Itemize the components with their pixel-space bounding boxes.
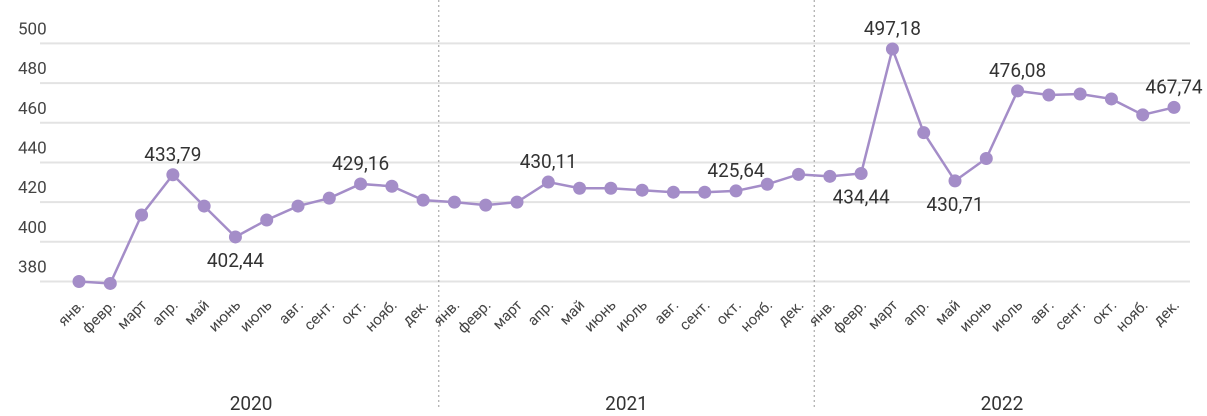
value-label: 425,64 (707, 159, 764, 182)
point (635, 183, 649, 197)
point (760, 177, 774, 191)
point (1042, 88, 1056, 102)
y-tick-label: 400 (18, 218, 47, 238)
point (917, 126, 931, 140)
year-label: 2022 (981, 392, 1024, 415)
value-label: 429,16 (332, 152, 389, 175)
point (573, 181, 587, 195)
point (385, 179, 399, 193)
value-label: 467,74 (1145, 75, 1202, 98)
value-label: 402,44 (207, 249, 264, 272)
x-tick-label: апр. (899, 296, 932, 329)
point (1136, 108, 1150, 122)
y-tick-label: 460 (18, 99, 47, 119)
value-label: 433,79 (144, 143, 201, 166)
point (72, 274, 86, 288)
x-tick-label: июнь (205, 296, 244, 335)
x-tick-label: июль (236, 296, 275, 335)
x-tick-label: июль (987, 296, 1026, 335)
point (166, 168, 180, 182)
year-label: 2020 (230, 392, 273, 415)
point (948, 174, 962, 188)
value-label: 430,71 (926, 193, 983, 216)
x-tick-label: июль (612, 296, 651, 335)
point (729, 184, 743, 198)
x-tick-label: март (489, 296, 526, 333)
point (197, 199, 211, 213)
point (1104, 92, 1118, 106)
y-tick-label: 380 (18, 257, 47, 277)
point (260, 213, 274, 227)
point (228, 230, 242, 244)
point (447, 195, 461, 209)
point (416, 193, 430, 207)
x-tick-label: апр. (148, 296, 181, 329)
x-tick-label: дек. (1150, 296, 1183, 329)
point (1011, 84, 1025, 98)
value-label: 497,18 (864, 17, 921, 40)
value-label: 476,08 (989, 59, 1046, 82)
point (979, 151, 993, 165)
x-tick-label: сент. (300, 296, 338, 334)
x-tick-label: март (113, 296, 150, 333)
point (666, 185, 680, 199)
x-tick-label: февр. (78, 296, 119, 337)
y-tick-label: 420 (18, 178, 47, 198)
point (510, 195, 524, 209)
point (541, 175, 555, 189)
point (823, 169, 837, 183)
value-label: 430,11 (520, 150, 577, 173)
x-tick-label: дек. (774, 296, 807, 329)
point (854, 166, 868, 180)
x-tick-label: сент. (676, 296, 714, 334)
point (1167, 100, 1181, 114)
point (354, 177, 368, 191)
point (135, 208, 149, 222)
x-tick-label: февр. (454, 296, 495, 337)
point (698, 185, 712, 199)
x-tick-label: июнь (580, 296, 619, 335)
x-tick-label: март (864, 296, 901, 333)
value-label: 434,44 (833, 185, 890, 208)
y-tick-label: 480 (18, 59, 47, 79)
point (604, 181, 618, 195)
point (103, 276, 117, 290)
point (792, 167, 806, 181)
x-tick-label: июнь (956, 296, 995, 335)
x-tick-label: февр. (829, 296, 870, 337)
year-label: 2021 (605, 392, 648, 415)
point (479, 198, 493, 212)
point (885, 42, 899, 56)
x-tick-label: дек. (399, 296, 432, 329)
y-tick-label: 440 (18, 138, 47, 158)
x-tick-label: нояб. (361, 296, 400, 335)
x-tick-label: нояб. (737, 296, 776, 335)
x-tick-label: сент. (1051, 296, 1089, 334)
x-tick-label: нояб. (1112, 296, 1151, 335)
point (1073, 87, 1087, 101)
y-tick-label: 500 (18, 19, 47, 39)
point (291, 199, 305, 213)
point (322, 191, 336, 205)
x-tick-label: апр. (524, 296, 557, 329)
